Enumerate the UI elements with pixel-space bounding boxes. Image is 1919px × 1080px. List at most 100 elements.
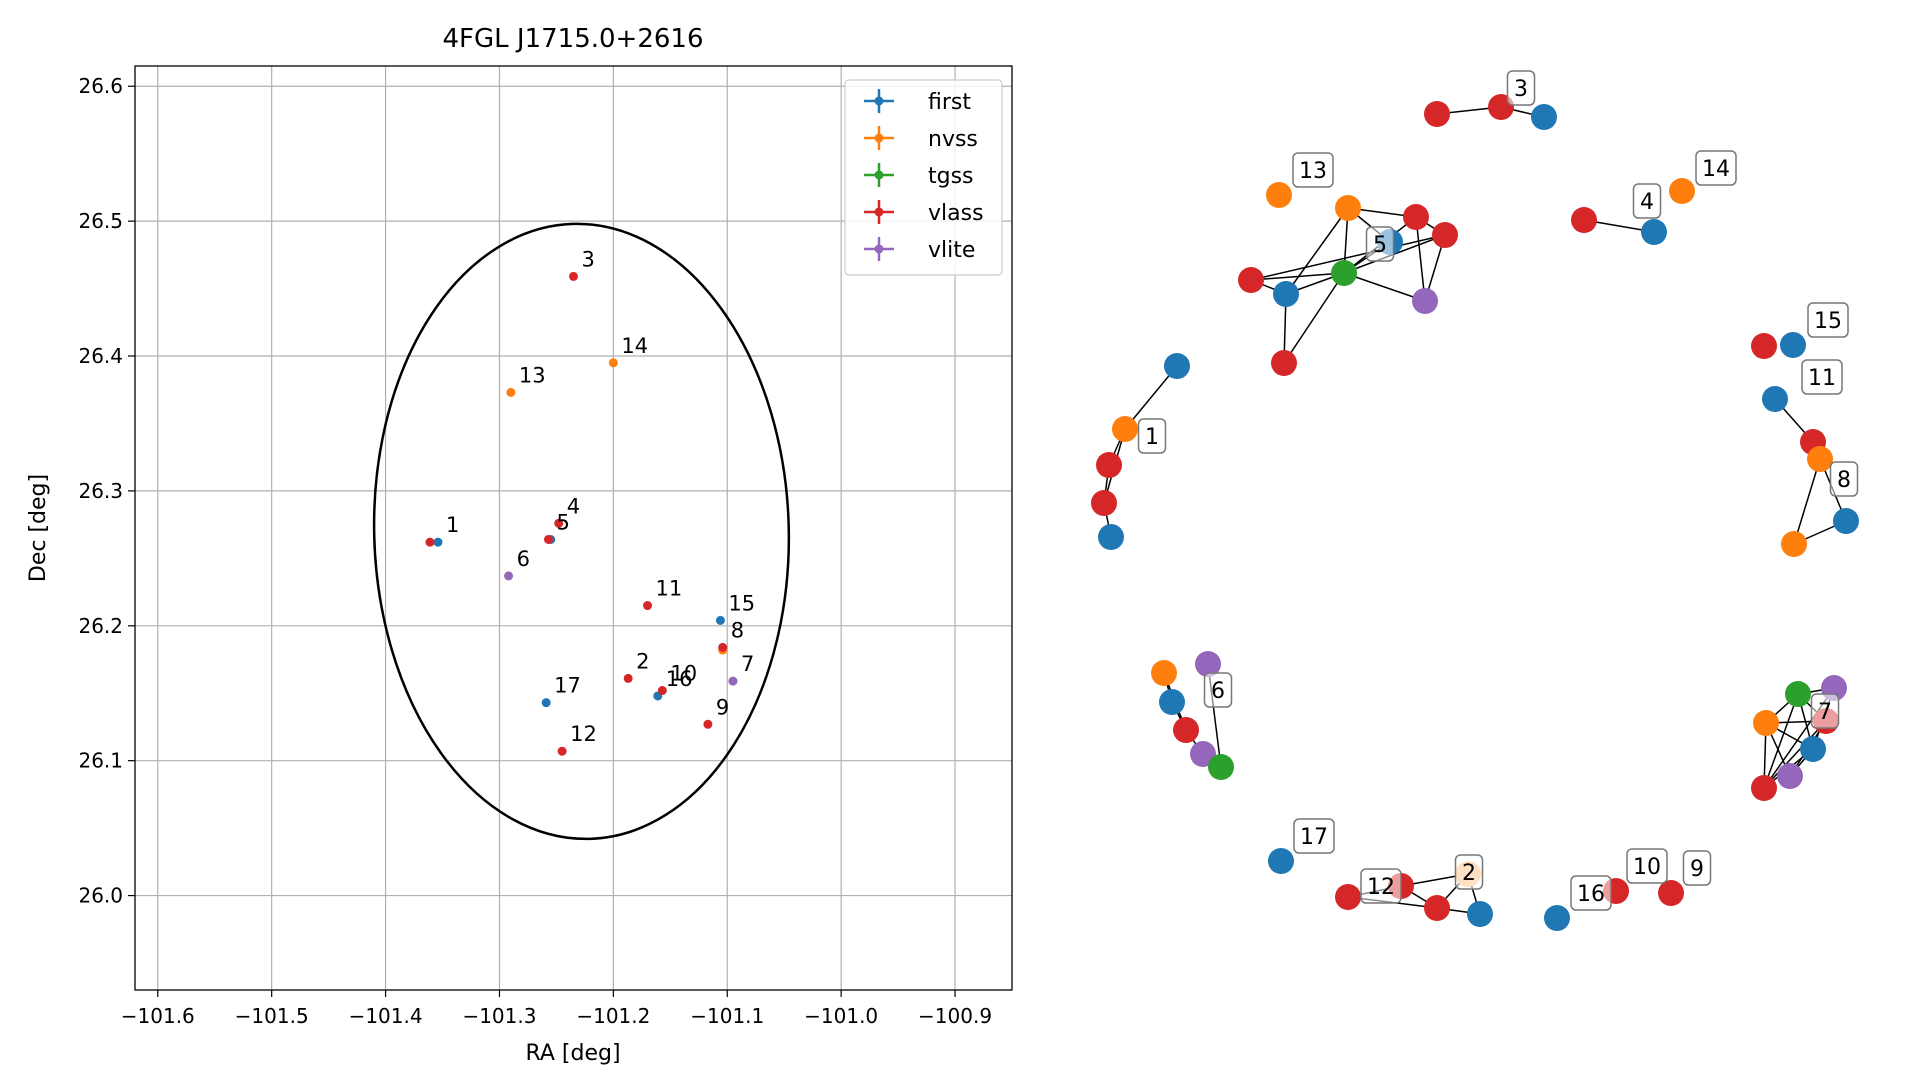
network-node [1112, 416, 1138, 442]
x-tick-label: −101.0 [804, 1004, 878, 1028]
point-first [541, 698, 551, 708]
network-label-box [1695, 150, 1737, 186]
point-label: 6 [517, 547, 530, 571]
point-vlite [504, 571, 514, 581]
network-node [1424, 895, 1450, 921]
network-label-text: 14 [1702, 157, 1730, 182]
network-label-box [1506, 70, 1536, 106]
network-label-box [1570, 875, 1612, 911]
network-label-text: 17 [1300, 825, 1328, 850]
network-node [1762, 386, 1788, 412]
network-node [1208, 754, 1234, 780]
network-node [1781, 531, 1807, 557]
network-label-box [1203, 672, 1233, 708]
network-node [1190, 741, 1216, 767]
x-tick-label: −101.1 [690, 1004, 764, 1028]
point-label: 1 [446, 513, 459, 537]
network-node [1335, 884, 1361, 910]
error-ellipse-layer [372, 222, 791, 841]
network-label-text: 6 [1211, 679, 1225, 704]
point-label: 2 [636, 649, 649, 673]
point-vlass [657, 686, 667, 696]
network-edge [1124, 365, 1178, 430]
network-label: 16 [1570, 875, 1612, 911]
point-vlass [569, 271, 578, 281]
point-vlass [557, 746, 567, 756]
point-label: 8 [731, 618, 744, 642]
network-node [1751, 333, 1777, 359]
point-label: 3 [582, 247, 595, 271]
x-tick-label: −101.2 [576, 1004, 650, 1028]
network-label: 11 [1801, 359, 1843, 395]
network-label: 4 [1632, 183, 1662, 219]
legend-label: tgss [928, 164, 974, 189]
point-label: 10 [670, 662, 697, 686]
legend-dot-vlass [874, 207, 884, 217]
y-tick-label: 26.0 [78, 884, 123, 908]
point-label: 16 [666, 667, 693, 691]
network-node [1151, 660, 1177, 686]
network-label-text: 1 [1145, 425, 1159, 450]
point-label: 5 [556, 510, 569, 534]
point-nvss [608, 358, 618, 368]
legend-dot-nvss [874, 133, 884, 143]
network-label-box [1801, 359, 1843, 395]
legend-label: first [928, 90, 971, 115]
network-node [1432, 222, 1458, 248]
y-tick-label: 26.4 [78, 344, 123, 368]
network-label-text: 10 [1633, 855, 1661, 880]
network-node [1331, 260, 1357, 286]
network-node [1641, 219, 1667, 245]
network-label-box [1292, 152, 1334, 188]
point-label: 13 [519, 363, 546, 387]
x-axis-label: RA [deg] [525, 1041, 620, 1066]
point-first [715, 615, 725, 625]
network-node [1238, 267, 1264, 293]
network-label: 14 [1695, 150, 1737, 186]
network-node [1544, 905, 1570, 931]
network-label: 15 [1807, 302, 1849, 338]
network-edge [1415, 216, 1426, 302]
network-node [1807, 446, 1833, 472]
network-edge [1343, 272, 1426, 302]
network-edge [1763, 720, 1827, 789]
network-node [1195, 651, 1221, 677]
x-tick-label: −101.5 [235, 1004, 309, 1028]
network-label: 13 [1292, 152, 1334, 188]
network-node [1096, 452, 1122, 478]
network-node [1800, 736, 1826, 762]
legend-frame [844, 79, 1003, 276]
y-tick-label: 26.5 [78, 209, 123, 233]
network-node [1658, 880, 1684, 906]
network-label-text: 13 [1299, 159, 1327, 184]
network-node [1159, 689, 1185, 715]
point-label: 15 [728, 591, 755, 615]
point-vlass [425, 537, 435, 547]
network-edge [1793, 458, 1821, 545]
network-label-box [1360, 868, 1402, 904]
network-edge [1763, 693, 1799, 789]
legend-dot-vlite [874, 244, 884, 254]
network-node [1751, 775, 1777, 801]
point-vlass [718, 642, 728, 652]
network-label-text: 4 [1640, 190, 1654, 215]
y-tick-label: 26.2 [78, 614, 123, 638]
point-vlite [728, 676, 738, 686]
point-label: 9 [716, 695, 729, 719]
network-label-box [1626, 848, 1668, 884]
network-label-box [1137, 418, 1167, 454]
network-label-text: 9 [1690, 857, 1704, 882]
network-node [1571, 207, 1597, 233]
network-node [1777, 763, 1803, 789]
network-label: 9 [1682, 850, 1712, 886]
error-ellipse [372, 222, 791, 841]
network-label: 7 [1810, 693, 1840, 729]
x-tick-label: −101.3 [462, 1004, 536, 1028]
legend-label: vlass [928, 201, 984, 226]
point-nvss [506, 387, 516, 397]
network-label-box [1829, 461, 1859, 497]
network-label-box [1807, 302, 1849, 338]
